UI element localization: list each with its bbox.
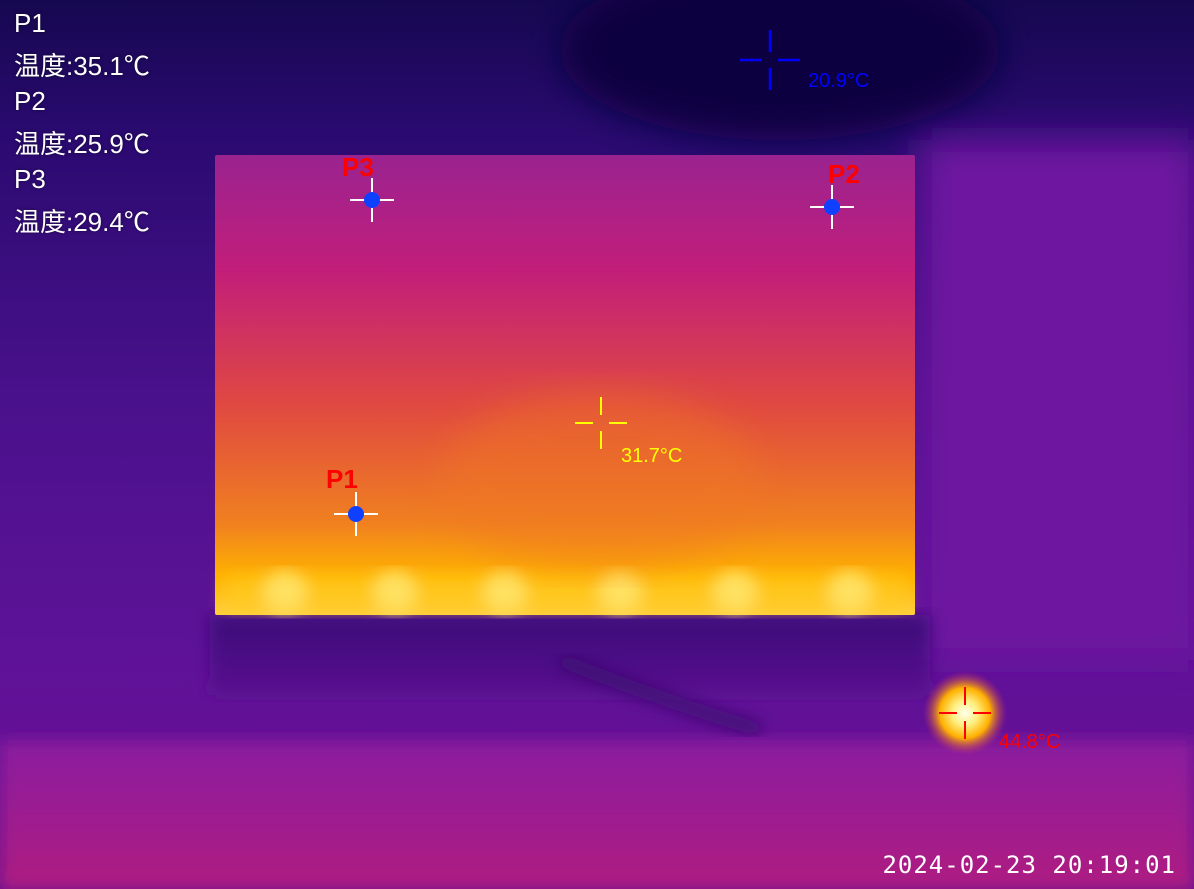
label-center-temp: 31.7°C (621, 445, 682, 468)
label-p3: P3 (342, 152, 374, 183)
summary-p1-name: P1 (14, 8, 46, 39)
summary-p1-temp: 温度:35.1℃ (14, 46, 150, 83)
thermal-image (0, 0, 1194, 889)
label-p1: P1 (326, 464, 358, 495)
summary-p3-temp: 温度:29.4℃ (14, 202, 150, 239)
timestamp: 2024-02-23 20:19:01 (882, 851, 1176, 879)
summary-p3-name: P3 (14, 164, 46, 195)
summary-p2-name: P2 (14, 86, 46, 117)
label-min-temp: 20.9°C (808, 70, 869, 93)
summary-p2-temp: 温度:25.9℃ (14, 124, 150, 161)
label-p2: P2 (828, 159, 860, 190)
label-max-temp: 44.8°C (999, 731, 1060, 754)
